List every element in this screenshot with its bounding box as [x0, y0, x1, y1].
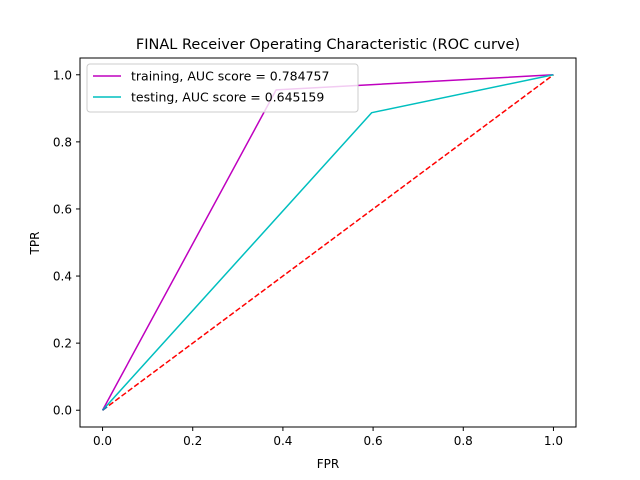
x-tick-label: 0.8: [454, 434, 473, 448]
x-tick-label: 0.4: [273, 434, 292, 448]
series-line-3: [102, 406, 108, 411]
y-tick-label: 0.8: [53, 135, 72, 149]
chart-legend: training, AUC score = 0.784757 testing, A…: [86, 63, 359, 113]
x-tick-label: 0.2: [183, 434, 202, 448]
x-axis-label: FPR: [317, 457, 339, 471]
legend-entry: testing, AUC score = 0.645159: [131, 90, 324, 105]
y-tick-label: 0.6: [53, 202, 72, 216]
y-tick-label: 0.0: [53, 404, 72, 418]
legend-box: [86, 63, 359, 113]
plot-frame: [79, 57, 577, 428]
y-tick-label: 0.4: [53, 270, 72, 284]
y-axis-label: TPR: [28, 232, 42, 256]
series-line-1: [101, 74, 554, 411]
y-tick-label: 1.0: [53, 68, 72, 82]
x-tick-label: 0.6: [364, 434, 383, 448]
x-axis-ticks: 0.0 0.2 0.4 0.6 0.8 1.0: [93, 427, 563, 448]
x-tick-label: 0.0: [93, 434, 112, 448]
chart-title: FINAL Receiver Operating Characteristic …: [136, 37, 520, 53]
x-tick-label: 1.0: [544, 434, 563, 448]
y-tick-label: 0.2: [53, 337, 72, 351]
series-line-2: [102, 74, 554, 411]
plot-lines: [101, 74, 554, 411]
y-axis-ticks: 0.0 0.2 0.4 0.6 0.8 1.0: [53, 68, 80, 418]
legend-entry: training, AUC score = 0.784757: [131, 69, 329, 84]
